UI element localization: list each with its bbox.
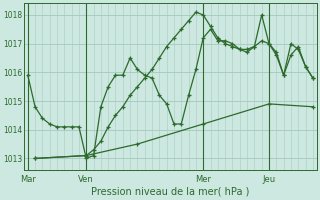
X-axis label: Pression niveau de la mer( hPa ): Pression niveau de la mer( hPa ) xyxy=(91,187,250,197)
